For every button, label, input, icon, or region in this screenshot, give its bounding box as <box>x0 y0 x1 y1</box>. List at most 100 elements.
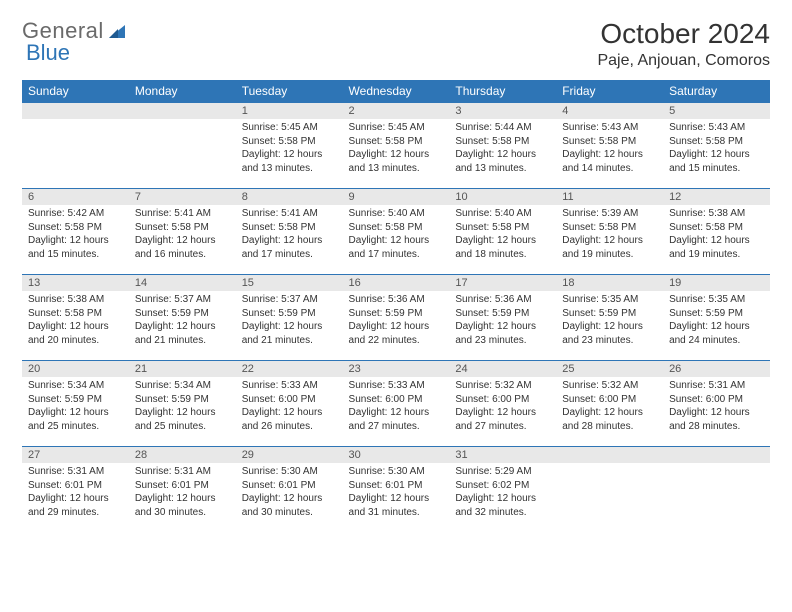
day-number <box>129 103 236 119</box>
sunrise-text: Sunrise: 5:34 AM <box>135 379 230 393</box>
day-number: 3 <box>449 103 556 119</box>
calendar-day-cell: 12Sunrise: 5:38 AMSunset: 5:58 PMDayligh… <box>663 189 770 275</box>
weekday-header: Saturday <box>663 80 770 103</box>
day-number: 12 <box>663 189 770 205</box>
daylight-text: Daylight: 12 hours and 24 minutes. <box>669 320 764 347</box>
day-data: Sunrise: 5:34 AMSunset: 5:59 PMDaylight:… <box>129 377 236 437</box>
day-number: 5 <box>663 103 770 119</box>
day-data: Sunrise: 5:33 AMSunset: 6:00 PMDaylight:… <box>343 377 450 437</box>
day-data: Sunrise: 5:32 AMSunset: 6:00 PMDaylight:… <box>449 377 556 437</box>
sunset-text: Sunset: 5:58 PM <box>28 221 123 235</box>
sunrise-text: Sunrise: 5:40 AM <box>349 207 444 221</box>
brand-part2: Blue <box>26 40 70 66</box>
weekday-header: Wednesday <box>343 80 450 103</box>
daylight-text: Daylight: 12 hours and 30 minutes. <box>242 492 337 519</box>
calendar-day-cell: 3Sunrise: 5:44 AMSunset: 5:58 PMDaylight… <box>449 103 556 189</box>
day-number: 20 <box>22 361 129 377</box>
day-data: Sunrise: 5:45 AMSunset: 5:58 PMDaylight:… <box>236 119 343 179</box>
sunrise-text: Sunrise: 5:38 AM <box>669 207 764 221</box>
sunrise-text: Sunrise: 5:37 AM <box>242 293 337 307</box>
sunrise-text: Sunrise: 5:36 AM <box>349 293 444 307</box>
calendar-day-cell <box>556 447 663 533</box>
calendar-day-cell: 8Sunrise: 5:41 AMSunset: 5:58 PMDaylight… <box>236 189 343 275</box>
day-data: Sunrise: 5:33 AMSunset: 6:00 PMDaylight:… <box>236 377 343 437</box>
day-data: Sunrise: 5:30 AMSunset: 6:01 PMDaylight:… <box>236 463 343 523</box>
day-data <box>22 119 129 125</box>
day-number: 24 <box>449 361 556 377</box>
day-number: 7 <box>129 189 236 205</box>
sunrise-text: Sunrise: 5:34 AM <box>28 379 123 393</box>
day-data: Sunrise: 5:31 AMSunset: 6:01 PMDaylight:… <box>129 463 236 523</box>
calendar-day-cell: 11Sunrise: 5:39 AMSunset: 5:58 PMDayligh… <box>556 189 663 275</box>
day-number: 14 <box>129 275 236 291</box>
daylight-text: Daylight: 12 hours and 30 minutes. <box>135 492 230 519</box>
calendar-week-row: 13Sunrise: 5:38 AMSunset: 5:58 PMDayligh… <box>22 275 770 361</box>
day-data <box>129 119 236 125</box>
weekday-header-row: Sunday Monday Tuesday Wednesday Thursday… <box>22 80 770 103</box>
calendar-day-cell: 27Sunrise: 5:31 AMSunset: 6:01 PMDayligh… <box>22 447 129 533</box>
sunrise-text: Sunrise: 5:41 AM <box>242 207 337 221</box>
day-data: Sunrise: 5:38 AMSunset: 5:58 PMDaylight:… <box>663 205 770 265</box>
calendar-day-cell: 20Sunrise: 5:34 AMSunset: 5:59 PMDayligh… <box>22 361 129 447</box>
day-data: Sunrise: 5:43 AMSunset: 5:58 PMDaylight:… <box>663 119 770 179</box>
sunrise-text: Sunrise: 5:32 AM <box>455 379 550 393</box>
day-number: 13 <box>22 275 129 291</box>
day-data: Sunrise: 5:36 AMSunset: 5:59 PMDaylight:… <box>343 291 450 351</box>
daylight-text: Daylight: 12 hours and 27 minutes. <box>349 406 444 433</box>
calendar-day-cell: 4Sunrise: 5:43 AMSunset: 5:58 PMDaylight… <box>556 103 663 189</box>
daylight-text: Daylight: 12 hours and 22 minutes. <box>349 320 444 347</box>
calendar-day-cell: 6 Sunrise: 5:42 AMSunset: 5:58 PMDaylight… <box>22 189 129 275</box>
day-number: 18 <box>556 275 663 291</box>
day-data: Sunrise: 5:35 AMSunset: 5:59 PMDaylight:… <box>556 291 663 351</box>
calendar-day-cell: 9Sunrise: 5:40 AMSunset: 5:58 PMDaylight… <box>343 189 450 275</box>
sunrise-text: Sunrise: 5:42 AM <box>28 207 123 221</box>
calendar-day-cell <box>663 447 770 533</box>
sunset-text: Sunset: 5:59 PM <box>562 307 657 321</box>
sunset-text: Sunset: 5:59 PM <box>242 307 337 321</box>
day-number: 8 <box>236 189 343 205</box>
daylight-text: Daylight: 12 hours and 16 minutes. <box>135 234 230 261</box>
header: General October 2024 Paje, Anjouan, Como… <box>22 18 770 70</box>
daylight-text: Daylight: 12 hours and 15 minutes. <box>28 234 123 261</box>
day-number: 31 <box>449 447 556 463</box>
sunset-text: Sunset: 6:00 PM <box>349 393 444 407</box>
sail-icon <box>107 22 127 40</box>
sunset-text: Sunset: 5:58 PM <box>455 221 550 235</box>
day-number: 1 <box>236 103 343 119</box>
daylight-text: Daylight: 12 hours and 15 minutes. <box>669 148 764 175</box>
calendar-day-cell: 5Sunrise: 5:43 AMSunset: 5:58 PMDaylight… <box>663 103 770 189</box>
day-data: Sunrise: 5:29 AMSunset: 6:02 PMDaylight:… <box>449 463 556 523</box>
calendar-week-row: 6Sunrise: 5:42 AMSunset: 5:58 PMDaylight… <box>22 189 770 275</box>
sunset-text: Sunset: 5:58 PM <box>349 221 444 235</box>
day-data: Sunrise: 5:41 AMSunset: 5:58 PMDaylight:… <box>236 205 343 265</box>
sunrise-text: Sunrise: 5:43 AM <box>669 121 764 135</box>
sunrise-text: Sunrise: 5:41 AM <box>135 207 230 221</box>
day-number: 22 <box>236 361 343 377</box>
sunset-text: Sunset: 5:58 PM <box>669 221 764 235</box>
day-data: Sunrise: 5:44 AMSunset: 5:58 PMDaylight:… <box>449 119 556 179</box>
day-data: Sunrise: 5:31 AMSunset: 6:00 PMDaylight:… <box>663 377 770 437</box>
calendar-day-cell: 16Sunrise: 5:36 AMSunset: 5:59 PMDayligh… <box>343 275 450 361</box>
day-number: 19 <box>663 275 770 291</box>
calendar-day-cell: 13Sunrise: 5:38 AMSunset: 5:58 PMDayligh… <box>22 275 129 361</box>
daylight-text: Daylight: 12 hours and 21 minutes. <box>242 320 337 347</box>
day-number: 25 <box>556 361 663 377</box>
sunrise-text: Sunrise: 5:37 AM <box>135 293 230 307</box>
day-data: Sunrise: 5:35 AMSunset: 5:59 PMDaylight:… <box>663 291 770 351</box>
sunrise-text: Sunrise: 5:31 AM <box>28 465 123 479</box>
sunrise-text: Sunrise: 5:30 AM <box>242 465 337 479</box>
sunset-text: Sunset: 5:59 PM <box>349 307 444 321</box>
calendar-day-cell: 21Sunrise: 5:34 AMSunset: 5:59 PMDayligh… <box>129 361 236 447</box>
day-number: 6 <box>22 189 129 205</box>
sunset-text: Sunset: 6:00 PM <box>669 393 764 407</box>
sunrise-text: Sunrise: 5:45 AM <box>349 121 444 135</box>
daylight-text: Daylight: 12 hours and 14 minutes. <box>562 148 657 175</box>
calendar-day-cell: 15 Sunrise: 5:37 AMSunset: 5:59 PMDayligh… <box>236 275 343 361</box>
daylight-text: Daylight: 12 hours and 28 minutes. <box>669 406 764 433</box>
day-number: 23 <box>343 361 450 377</box>
daylight-text: Daylight: 12 hours and 19 minutes. <box>562 234 657 261</box>
day-number: 15 <box>236 275 343 291</box>
daylight-text: Daylight: 12 hours and 17 minutes. <box>349 234 444 261</box>
sunset-text: Sunset: 6:00 PM <box>455 393 550 407</box>
day-data: Sunrise: 5:36 AMSunset: 5:59 PMDaylight:… <box>449 291 556 351</box>
